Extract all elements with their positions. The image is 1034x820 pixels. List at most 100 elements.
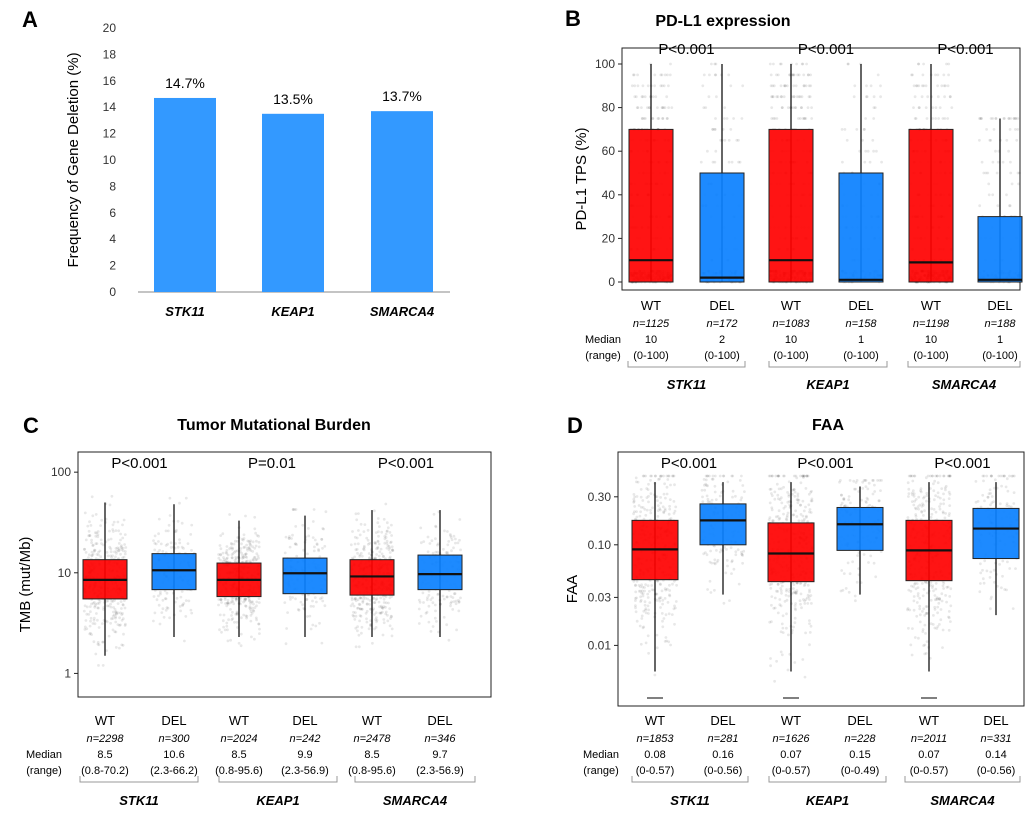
- gene-label: SMARCA4: [383, 793, 448, 808]
- jitter-point: [650, 584, 654, 587]
- jitter-point: [921, 594, 925, 598]
- jitter-point: [915, 601, 919, 604]
- jitter-point: [847, 590, 851, 594]
- gene-label: KEAP1: [806, 377, 849, 392]
- jitter-point: [797, 117, 800, 120]
- panel-title: FAA: [812, 417, 844, 434]
- jitter-point: [175, 596, 179, 600]
- jitter-point: [912, 106, 915, 109]
- jitter-point: [121, 536, 125, 540]
- jitter-point: [771, 84, 775, 88]
- jitter-point: [710, 62, 713, 66]
- jitter-point: [158, 622, 162, 626]
- jitter-point: [852, 95, 856, 99]
- jitter-point: [178, 605, 182, 608]
- jitter-point: [93, 605, 97, 609]
- jitter-point: [939, 618, 943, 622]
- jitter-point: [116, 623, 120, 626]
- jitter-point: [704, 106, 708, 109]
- jitter-point: [658, 477, 661, 481]
- range-value: (0.8-95.6): [348, 765, 396, 777]
- jitter-point: [791, 106, 795, 109]
- jitter-point: [441, 594, 445, 598]
- jitter-point: [736, 548, 740, 552]
- jitter-point: [792, 73, 795, 77]
- jitter-point: [359, 596, 363, 600]
- jitter-point: [374, 531, 378, 534]
- jitter-point: [797, 73, 801, 77]
- range-value: (0.8-70.2): [81, 765, 129, 777]
- p-value-label: P<0.001: [798, 41, 854, 58]
- jitter-point: [942, 84, 946, 88]
- jitter-point: [365, 602, 369, 606]
- jitter-point: [159, 590, 162, 594]
- bar-value-label: 13.7%: [382, 88, 422, 104]
- jitter-point: [643, 507, 647, 511]
- jitter-point: [913, 95, 917, 99]
- jitter-point: [121, 603, 125, 606]
- jitter-point: [1016, 171, 1020, 175]
- jitter-point: [119, 600, 123, 603]
- gene-label: STK11: [667, 377, 707, 392]
- jitter-point: [241, 556, 244, 560]
- jitter-point: [787, 493, 791, 496]
- jitter-point: [706, 149, 709, 153]
- plot-frame: [617, 451, 1025, 707]
- jitter-point: [872, 95, 876, 99]
- jitter-point: [121, 603, 125, 607]
- jitter-point: [660, 612, 664, 615]
- jitter-point: [803, 117, 806, 120]
- jitter-point: [667, 106, 670, 109]
- jitter-point: [848, 572, 852, 576]
- jitter-point: [108, 529, 111, 533]
- jitter-point: [219, 558, 222, 562]
- bar: [371, 111, 433, 292]
- jitter-point: [639, 642, 643, 646]
- jitter-point: [737, 138, 740, 142]
- jitter-point: [121, 612, 124, 615]
- jitter-point: [978, 117, 981, 120]
- jitter-point: [644, 608, 647, 612]
- jitter-point: [356, 625, 359, 629]
- jitter-point: [770, 603, 773, 607]
- jitter-point: [164, 597, 168, 601]
- median-value: 10.6: [163, 749, 184, 761]
- jitter-point: [769, 84, 773, 88]
- jitter-point: [667, 612, 671, 616]
- jitter-point: [661, 117, 665, 120]
- jitter-point: [91, 543, 95, 547]
- jitter-point: [110, 599, 114, 603]
- jitter-point: [862, 553, 866, 556]
- jitter-point: [768, 620, 772, 624]
- jitter-point: [853, 594, 857, 598]
- bar: [262, 113, 324, 292]
- jitter-point: [775, 95, 779, 99]
- jitter-point: [668, 583, 671, 587]
- jitter-point: [770, 595, 774, 598]
- jitter-point: [840, 127, 844, 131]
- range-value: (0-100): [704, 350, 739, 362]
- jitter-point: [657, 117, 661, 120]
- jitter-point: [1016, 127, 1020, 131]
- panel-title: PD-L1 expression: [655, 13, 790, 30]
- jitter-point: [852, 479, 856, 483]
- jitter-point: [356, 629, 359, 633]
- jitter-point: [665, 474, 669, 478]
- jitter-point: [118, 646, 121, 650]
- jitter-point: [221, 619, 225, 623]
- jitter-point: [668, 507, 672, 511]
- jitter-point: [801, 62, 805, 66]
- jitter-point: [793, 494, 797, 498]
- jitter-point: [861, 487, 865, 490]
- jitter-point: [106, 604, 109, 608]
- jitter-point: [307, 527, 310, 530]
- jitter-point: [796, 492, 800, 496]
- jitter-point: [152, 595, 156, 598]
- jitter-point: [768, 501, 772, 505]
- y-tick-label: 1: [64, 666, 71, 680]
- jitter-point: [876, 73, 880, 77]
- jitter-point: [233, 550, 236, 554]
- jitter-point: [785, 514, 789, 517]
- jitter-point: [662, 106, 665, 109]
- jitter-point: [218, 544, 222, 547]
